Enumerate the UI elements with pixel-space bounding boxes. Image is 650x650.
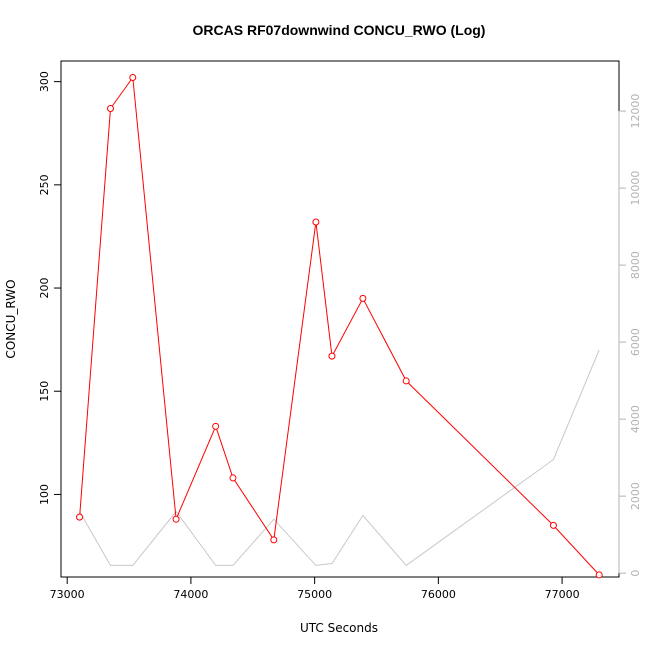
x-tick-label: 76000 xyxy=(421,588,456,601)
data-point xyxy=(76,513,84,521)
y-tick-label-right: 10000 xyxy=(629,171,642,206)
data-point xyxy=(359,294,367,302)
y-tick-label-right: 6000 xyxy=(629,328,642,356)
y-axis-right: 0 2000 4000 6000 8000 10000 12000 xyxy=(618,94,642,577)
x-tick-label: 75000 xyxy=(297,588,332,601)
data-point xyxy=(212,422,220,430)
data-point xyxy=(549,521,557,529)
data-point xyxy=(172,515,180,523)
data-point xyxy=(270,536,278,544)
y-axis-label: CONCU_RWO xyxy=(4,279,18,358)
data-point xyxy=(129,74,137,82)
data-point xyxy=(106,104,114,112)
y-tick-label-right: 8000 xyxy=(629,251,642,279)
x-tick-label: 73000 xyxy=(50,588,85,601)
y-tick-label-left: 200 xyxy=(38,278,51,299)
x-axis-label: UTC Seconds xyxy=(300,621,378,635)
y-tick-label-left: 300 xyxy=(38,71,51,92)
y-tick-label-left: 100 xyxy=(38,484,51,505)
y-tick-label-right: 12000 xyxy=(629,94,642,129)
plot-frame xyxy=(60,60,620,578)
data-point xyxy=(595,571,603,579)
series-line-right xyxy=(79,349,600,567)
y-axis-left: 100 150 200 250 300 xyxy=(38,71,62,505)
data-point xyxy=(402,377,410,385)
data-point xyxy=(328,352,336,360)
data-point xyxy=(312,218,320,226)
x-axis: 73000 74000 75000 76000 77000 xyxy=(50,576,580,601)
y-tick-label-right: 0 xyxy=(629,570,642,577)
y-tick-label-left: 150 xyxy=(38,381,51,402)
y-tick-label-left: 250 xyxy=(38,174,51,195)
y-tick-label-right: 4000 xyxy=(629,405,642,433)
series-line-left xyxy=(79,76,600,576)
data-point xyxy=(229,474,237,482)
x-tick-label: 74000 xyxy=(173,588,208,601)
y-tick-label-right: 2000 xyxy=(629,482,642,510)
chart-title: ORCAS RF07downwind CONCU_RWO (Log) xyxy=(193,22,486,38)
series-layer xyxy=(76,74,603,579)
x-tick-label: 77000 xyxy=(545,588,580,601)
